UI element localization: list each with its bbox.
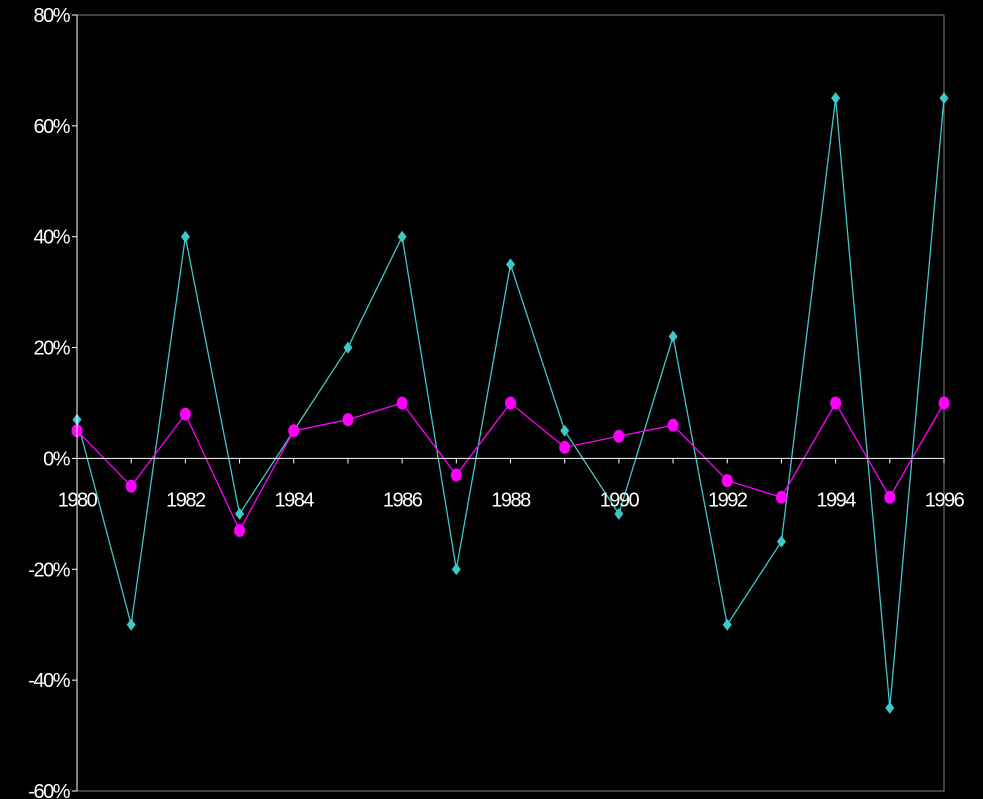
y-tick-label: 40% xyxy=(33,227,70,249)
series-2-point-1982 xyxy=(179,407,191,421)
y-tick-label: 20% xyxy=(33,338,70,360)
series-1-point-1989 xyxy=(560,424,570,437)
series-2-point-1988 xyxy=(505,396,516,410)
series-2-point-1993 xyxy=(775,490,787,504)
series-1-point-1982 xyxy=(180,230,190,243)
x-tick-label: 1984 xyxy=(275,489,315,511)
y-tick-label: -20% xyxy=(28,559,70,581)
x-tick-label: 1992 xyxy=(708,489,748,511)
series-1-point-1990 xyxy=(614,507,624,520)
x-tick-label: 1982 xyxy=(166,489,206,511)
series-2-point-1983 xyxy=(234,523,246,537)
series-1-point-1994 xyxy=(831,92,841,105)
y-tick-label: -60% xyxy=(28,781,70,799)
y-tick-label: -40% xyxy=(28,670,70,692)
x-tick-label: 1996 xyxy=(925,489,965,511)
series-2-point-1996 xyxy=(938,396,950,410)
x-tick-label: 1990 xyxy=(600,489,640,511)
x-tick-label: 1988 xyxy=(491,489,531,511)
series-1-point-1983 xyxy=(235,507,245,520)
series-layer xyxy=(71,92,950,714)
series-2-point-1992 xyxy=(721,474,733,488)
series-2-point-1991 xyxy=(667,418,679,432)
series-2-point-1989 xyxy=(559,440,571,454)
x-tick-label: 1980 xyxy=(58,489,98,511)
series-2-point-1985 xyxy=(342,413,354,427)
x-tick-label: 1986 xyxy=(383,489,423,511)
series-2-point-1994 xyxy=(830,396,842,410)
series-2-point-1990 xyxy=(613,429,625,443)
series-1-point-1987 xyxy=(451,563,461,576)
series-2-point-1984 xyxy=(288,424,300,438)
series-2-point-1986 xyxy=(396,396,408,410)
series-1-point-1992 xyxy=(722,618,732,631)
series-1-point-1986 xyxy=(397,230,407,243)
series-2-point-1995 xyxy=(884,490,896,504)
series-1-point-1988 xyxy=(506,258,515,271)
y-tick-label: 80% xyxy=(33,5,70,27)
series-1-point-1996 xyxy=(939,92,949,105)
series-1-point-1993 xyxy=(776,535,786,548)
series-1-point-1981 xyxy=(126,618,136,631)
y-tick-label: 60% xyxy=(33,116,70,138)
series-1-point-1985 xyxy=(343,341,353,354)
x-tick-label: 1994 xyxy=(816,489,856,511)
series-2-point-1987 xyxy=(450,468,462,482)
axis-layer: 80% 60% 40% 20% 0% -20% -40% -60% 1980 1982 1984 19… xyxy=(28,5,966,799)
series-1-point-1991 xyxy=(668,330,678,343)
series-2-point-1981 xyxy=(125,479,137,493)
y-tick-label: 0% xyxy=(43,448,71,470)
series-1-point-1995 xyxy=(885,701,895,714)
